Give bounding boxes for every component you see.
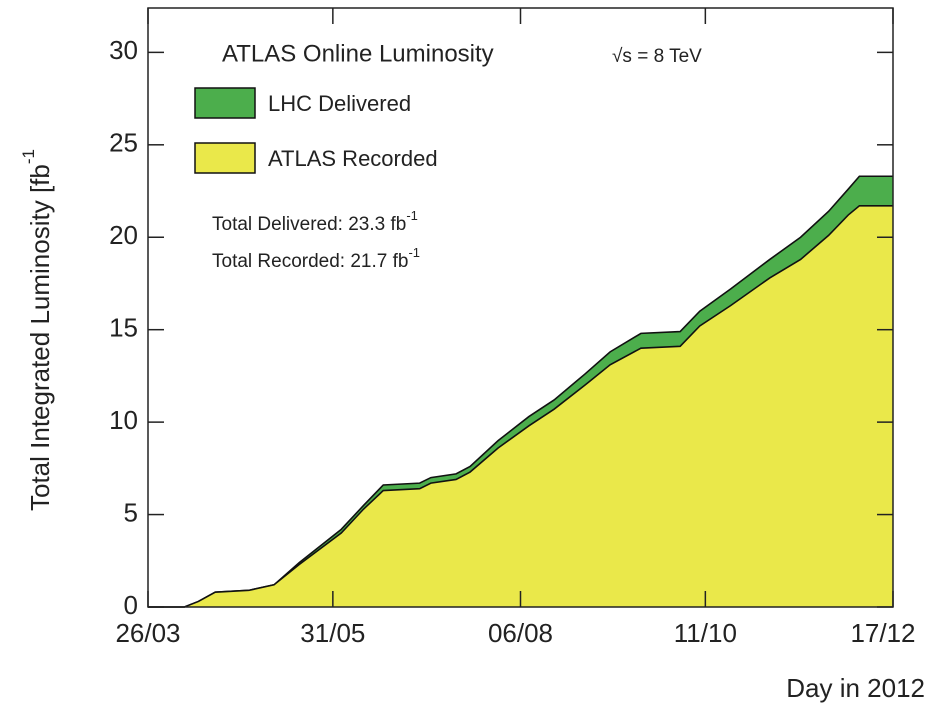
area xyxy=(148,205,893,607)
plot-area xyxy=(148,175,893,608)
chart-title: ATLAS Online Luminosity xyxy=(222,40,494,67)
y-tick-label: 0 xyxy=(124,590,138,620)
y-tick-label: 5 xyxy=(124,497,138,527)
x-axis-label: Day in 2012 xyxy=(786,673,925,703)
y-tick-label: 10 xyxy=(109,405,138,435)
annotation-text: Total Recorded: 21.7 fb xyxy=(212,251,408,272)
y-tick-label: 25 xyxy=(109,128,138,158)
annotation: Total Recorded: 21.7 fb-1 xyxy=(212,245,420,272)
y-tick-label: 15 xyxy=(109,313,138,343)
legend-label: ATLAS Recorded xyxy=(268,146,438,171)
y-axis-label-sup: -1 xyxy=(19,149,38,164)
x-tick-label: 11/10 xyxy=(674,618,737,648)
y-tick-label: 30 xyxy=(109,35,138,65)
annotation-sup: -1 xyxy=(406,208,418,223)
annotation: Total Delivered: 23.3 fb-1 xyxy=(212,208,418,235)
y-axis-label-text: Total Integrated Luminosity [fb xyxy=(25,164,55,511)
x-tick-label: 06/08 xyxy=(488,618,553,648)
legend-swatch xyxy=(194,87,256,119)
x-tick-label: 31/05 xyxy=(300,618,365,648)
subtitle: √s = 8 TeV xyxy=(612,46,702,67)
legend-swatch xyxy=(194,142,256,174)
annotation-sup: -1 xyxy=(408,245,420,260)
annotation-text: Total Delivered: 23.3 fb xyxy=(212,214,406,235)
area-outline xyxy=(148,205,893,608)
x-tick-label: 26/03 xyxy=(115,618,180,648)
x-tick-label: 17/12 xyxy=(850,618,915,648)
legend-label: LHC Delivered xyxy=(268,91,411,116)
y-tick-label: 20 xyxy=(109,220,138,250)
y-axis-label: Total Integrated Luminosity [fb-1 xyxy=(19,149,54,511)
